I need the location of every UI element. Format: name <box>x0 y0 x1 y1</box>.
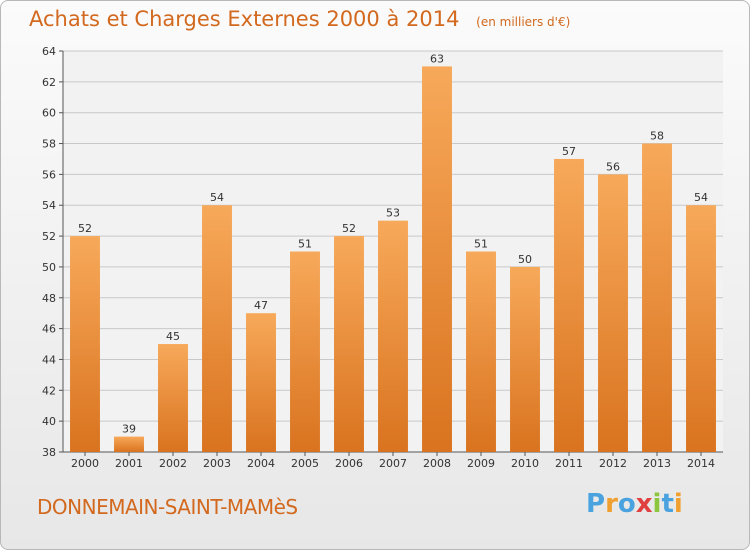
y-tick-label: 54 <box>42 199 56 212</box>
bar-2009 <box>466 251 496 452</box>
x-tick-label-2004: 2004 <box>247 457 275 470</box>
bar-2012 <box>598 174 628 452</box>
bar-2013 <box>642 143 672 453</box>
bar-2001 <box>114 436 144 452</box>
y-tick-label: 42 <box>42 384 56 397</box>
y-tick-label: 56 <box>42 168 56 181</box>
bar-2010 <box>510 266 540 452</box>
logo-letter: i <box>673 489 683 519</box>
data-label-2006: 52 <box>342 222 356 235</box>
y-tick-label: 64 <box>42 45 56 58</box>
logo-letter: o <box>617 489 636 519</box>
x-tick-label-2013: 2013 <box>643 457 671 470</box>
bar-2014 <box>686 205 716 452</box>
y-tick-label: 40 <box>42 415 56 428</box>
y-tick-label: 48 <box>42 292 56 305</box>
data-label-2000: 52 <box>78 222 92 235</box>
bar-2007 <box>378 220 408 452</box>
data-label-2011: 57 <box>562 145 576 158</box>
chart-unit: (en milliers d'€) <box>476 15 571 29</box>
bar-2011 <box>554 158 584 452</box>
y-tick-label: 52 <box>42 230 56 243</box>
logo-letter: P <box>586 489 606 519</box>
x-tick-label-2010: 2010 <box>511 457 539 470</box>
y-tick-label: 44 <box>42 353 56 366</box>
data-label-2008: 63 <box>430 52 444 65</box>
x-tick-label-2005: 2005 <box>291 457 319 470</box>
x-tick-label-2000: 2000 <box>71 457 99 470</box>
data-label-2009: 51 <box>474 238 488 251</box>
x-tick-label-2014: 2014 <box>687 457 715 470</box>
x-tick-label-2009: 2009 <box>467 457 495 470</box>
logo-letter: r <box>605 489 618 519</box>
chart-title: Achats et Charges Externes 2000 à 2014 (… <box>29 7 570 31</box>
x-tick-label-2008: 2008 <box>423 457 451 470</box>
data-label-2014: 54 <box>694 191 708 204</box>
location-name: DONNEMAIN-SAINT-MAMèS <box>37 495 298 519</box>
proxiti-logo[interactable]: Proxiti <box>586 489 683 519</box>
data-label-2013: 58 <box>650 130 664 143</box>
y-tick-label: 38 <box>42 446 56 459</box>
x-tick-label-2002: 2002 <box>159 457 187 470</box>
bar-2005 <box>290 251 320 452</box>
data-label-2012: 56 <box>606 160 620 173</box>
logo-letter: i <box>652 489 662 519</box>
x-tick-label-2001: 2001 <box>115 457 143 470</box>
bar-2002 <box>158 344 188 452</box>
data-label-2010: 50 <box>518 253 532 266</box>
logo-letter: x <box>635 489 653 519</box>
y-tick-label: 58 <box>42 138 56 151</box>
bar-2004 <box>246 313 276 452</box>
y-tick-label: 50 <box>42 261 56 274</box>
y-tick-label: 46 <box>42 323 56 336</box>
x-tick-label-2007: 2007 <box>379 457 407 470</box>
data-label-2004: 47 <box>254 299 268 312</box>
x-tick-label-2012: 2012 <box>599 457 627 470</box>
bar-2008 <box>422 66 452 452</box>
bar-2003 <box>202 205 232 452</box>
bar-2000 <box>70 236 100 452</box>
bar-2006 <box>334 236 364 452</box>
data-label-2007: 53 <box>386 207 400 220</box>
x-tick-label-2003: 2003 <box>203 457 231 470</box>
data-label-2005: 51 <box>298 238 312 251</box>
y-tick-label: 62 <box>42 76 56 89</box>
y-tick-label: 60 <box>42 107 56 120</box>
data-label-2003: 54 <box>210 191 224 204</box>
data-label-2002: 45 <box>166 330 180 343</box>
data-label-2001: 39 <box>122 423 136 436</box>
x-tick-label-2006: 2006 <box>335 457 363 470</box>
chart-title-text: Achats et Charges Externes 2000 à 2014 <box>29 7 460 31</box>
x-tick-label-2011: 2011 <box>555 457 583 470</box>
logo-letter: t <box>661 489 674 519</box>
